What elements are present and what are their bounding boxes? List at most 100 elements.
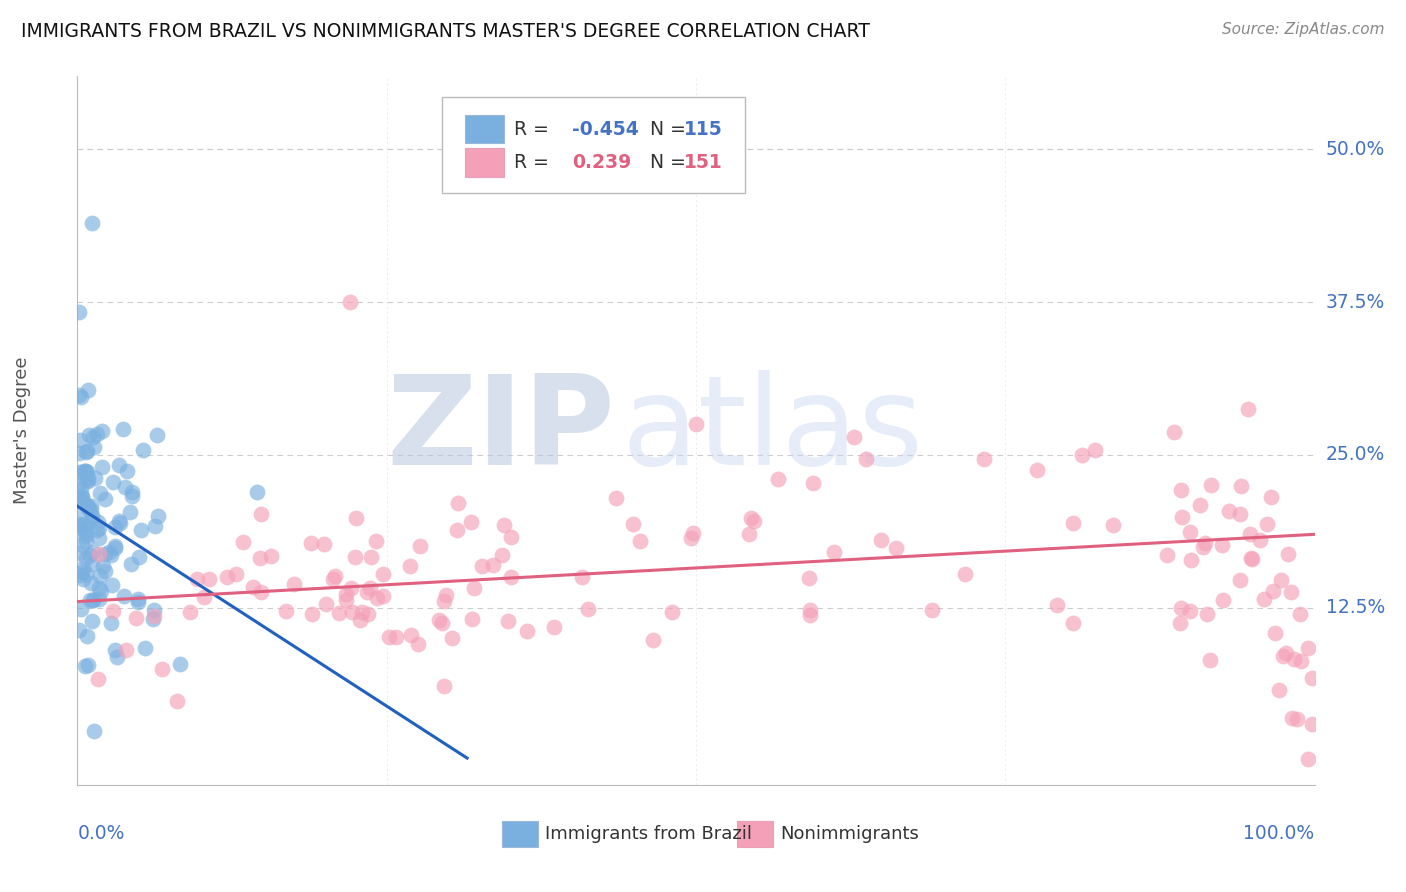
Point [90,459,112,474]
Point [246,485,269,500]
Text: 37.5%: 37.5% [1326,293,1385,311]
Point [76,465,98,479]
Point [72,489,94,503]
Point [1084,443,1107,458]
Point [1275,646,1298,660]
Point [799,608,821,623]
Point [1189,498,1212,512]
Text: Master's Degree: Master's Degree [13,357,31,504]
Point [75,529,97,543]
Point [346,511,368,525]
Point [855,452,877,467]
Point [75,551,97,566]
Point [76,384,98,398]
Point [94,564,117,578]
Point [661,605,683,619]
Point [406,637,429,651]
Point [67,304,90,318]
Point [86,515,108,529]
Point [87,547,110,561]
Text: ZIP: ZIP [387,370,616,491]
Point [283,577,305,591]
Point [82,215,104,229]
Point [1281,711,1303,725]
Point [679,531,702,545]
Point [440,631,463,645]
Point [366,591,388,606]
Point [73,464,96,478]
Text: 0.239: 0.239 [572,153,631,172]
Point [501,530,523,544]
FancyBboxPatch shape [502,822,537,847]
Point [1230,479,1253,493]
Point [870,533,893,548]
Point [360,550,382,565]
Text: Nonimmigrants: Nonimmigrants [780,825,920,843]
Text: IMMIGRANTS FROM BRAZIL VS NONIMMIGRANTS MASTER'S DEGREE CORRELATION CHART: IMMIGRANTS FROM BRAZIL VS NONIMMIGRANTS … [21,22,870,41]
Point [87,672,110,686]
Point [797,571,820,585]
Point [107,649,129,664]
Point [1271,648,1294,663]
Point [371,566,394,581]
Point [82,557,104,571]
Point [463,581,485,595]
Point [1229,508,1251,522]
Point [427,614,450,628]
Point [340,605,363,619]
Point [120,557,142,571]
Point [494,518,516,533]
Point [409,539,432,553]
Point [108,458,131,472]
Point [142,608,165,623]
Point [1261,584,1284,599]
Point [80,503,103,517]
Point [82,593,104,607]
Point [100,616,122,631]
Point [75,517,97,532]
Point [108,515,131,529]
Point [461,612,484,626]
Point [75,534,97,549]
Point [145,519,167,533]
Point [70,482,93,496]
Point [100,548,122,562]
Point [70,491,93,505]
Point [249,508,271,522]
Text: R =: R = [515,120,555,138]
Point [82,545,104,559]
Point [1178,604,1201,618]
Point [242,580,264,594]
Point [70,489,93,503]
Point [1102,517,1125,532]
Point [543,620,565,634]
Point [82,430,104,444]
Point [115,464,138,478]
Point [89,569,111,583]
Text: 12.5%: 12.5% [1326,599,1385,617]
Point [193,590,215,604]
Point [75,659,97,673]
Point [125,611,148,625]
Point [121,490,143,504]
Point [103,520,125,534]
Point [69,568,91,582]
Point [1070,448,1092,462]
Point [77,474,100,488]
Point [69,475,91,489]
Point [1301,671,1323,685]
Point [1180,553,1202,567]
Point [134,641,156,656]
Point [1199,478,1222,492]
Point [232,535,254,549]
Point [75,526,97,541]
Point [641,632,664,647]
Point [73,464,96,478]
Point [576,602,599,616]
Point [104,541,127,556]
Point [1195,607,1218,622]
Point [322,573,344,587]
Point [1301,716,1323,731]
Point [357,607,380,621]
Point [101,604,124,618]
